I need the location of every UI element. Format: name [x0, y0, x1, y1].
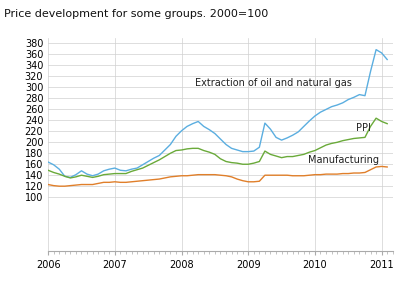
Text: PPI: PPI [356, 123, 371, 132]
Text: Manufacturing: Manufacturing [308, 155, 379, 165]
Text: Price development for some groups. 2000=100: Price development for some groups. 2000=… [4, 9, 268, 19]
Text: Extraction of oil and natural gas: Extraction of oil and natural gas [195, 78, 352, 88]
